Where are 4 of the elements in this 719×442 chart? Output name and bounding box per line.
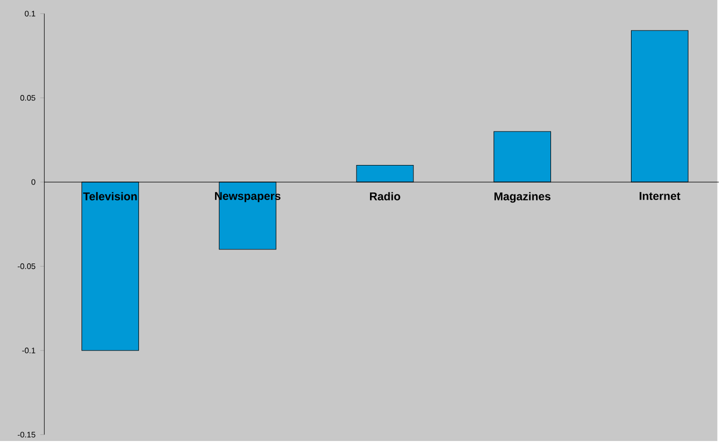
x-tick-label: Television (83, 192, 137, 200)
x-tick-label: Internet (640, 192, 680, 200)
x-tick-label: Radio (370, 192, 400, 200)
x-tick-label: Magazines (494, 192, 550, 203)
